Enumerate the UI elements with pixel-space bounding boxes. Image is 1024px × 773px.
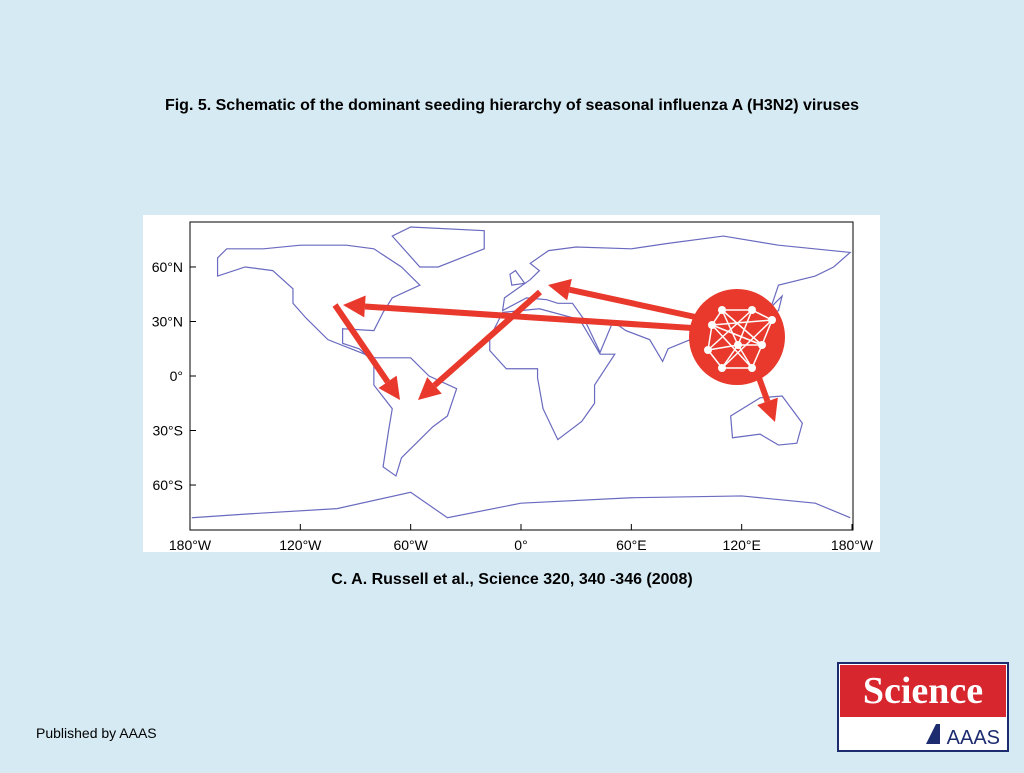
landmass	[489, 308, 616, 441]
lon-label: 0°	[514, 537, 527, 553]
coastlines	[191, 226, 852, 519]
lat-label: 60°N	[152, 259, 183, 275]
lat-label: 30°S	[152, 423, 183, 439]
lon-label: 60°W	[393, 537, 428, 553]
landmass	[216, 244, 421, 362]
lon-label: 120°E	[723, 537, 761, 553]
arrow-shaft	[568, 286, 701, 321]
spread-arrows	[332, 278, 778, 422]
lat-label: 60°S	[152, 477, 183, 493]
arrow-shaft	[755, 373, 771, 403]
footer: Published by AAAS	[36, 725, 157, 741]
map-axes: 60°N 30°N 0° 30°S 60°S 180°W 120°W 60°W 0° 60°E 12…	[152, 259, 874, 553]
antarctica	[191, 491, 851, 519]
arrow-head	[378, 375, 400, 400]
lon-label: 180°W	[831, 537, 874, 553]
source-network	[689, 289, 785, 385]
landmass	[391, 226, 485, 268]
landmass	[373, 357, 458, 477]
logo-name: Science	[863, 670, 983, 712]
lon-label: 180°W	[169, 537, 212, 553]
science-logo: Science AAAS	[837, 662, 1009, 752]
arrow-head	[757, 397, 778, 422]
logo-publisher: AAAS	[947, 727, 1000, 749]
slide-title: Fig. 5. Schematic of the dominant seedin…	[165, 97, 859, 114]
arrow-head	[343, 295, 366, 318]
lat-label: 0°	[170, 368, 183, 384]
map-panel	[143, 215, 880, 552]
arrow-shaft	[364, 303, 693, 331]
arrow-head	[418, 377, 442, 400]
lon-label: 120°W	[279, 537, 322, 553]
lon-label: 60°E	[616, 537, 647, 553]
arrow-shaft	[432, 289, 542, 388]
arrow-head	[548, 278, 572, 301]
landmass	[509, 269, 526, 286]
lat-label: 30°N	[152, 313, 183, 329]
arrow-shaft	[332, 303, 391, 384]
citation: C. A. Russell et al., Science 320, 340 -…	[331, 571, 692, 588]
